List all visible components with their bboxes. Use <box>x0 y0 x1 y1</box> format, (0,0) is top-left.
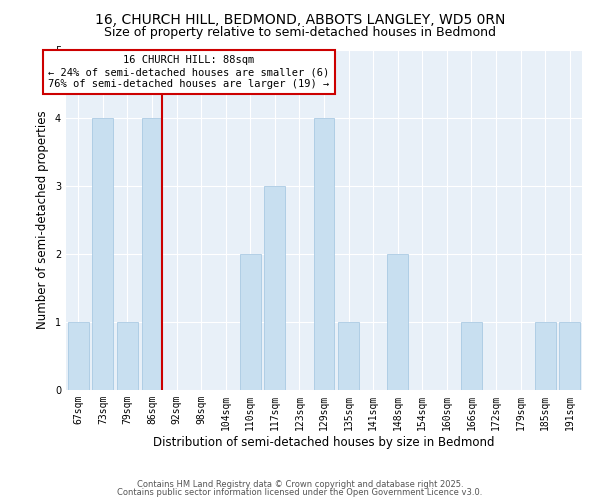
Text: 16, CHURCH HILL, BEDMOND, ABBOTS LANGLEY, WD5 0RN: 16, CHURCH HILL, BEDMOND, ABBOTS LANGLEY… <box>95 12 505 26</box>
Bar <box>117 322 138 390</box>
Text: Contains public sector information licensed under the Open Government Licence v3: Contains public sector information licen… <box>118 488 482 497</box>
Text: Size of property relative to semi-detached houses in Bedmond: Size of property relative to semi-detach… <box>104 26 496 39</box>
Text: Contains HM Land Registry data © Crown copyright and database right 2025.: Contains HM Land Registry data © Crown c… <box>137 480 463 489</box>
Text: 16 CHURCH HILL: 88sqm
← 24% of semi-detached houses are smaller (6)
76% of semi-: 16 CHURCH HILL: 88sqm ← 24% of semi-deta… <box>48 56 329 88</box>
X-axis label: Distribution of semi-detached houses by size in Bedmond: Distribution of semi-detached houses by … <box>153 436 495 448</box>
Y-axis label: Number of semi-detached properties: Number of semi-detached properties <box>37 110 49 330</box>
Bar <box>338 322 359 390</box>
Bar <box>559 322 580 390</box>
Bar <box>142 118 163 390</box>
Bar <box>240 254 261 390</box>
Bar <box>535 322 556 390</box>
Bar <box>387 254 408 390</box>
Bar <box>92 118 113 390</box>
Bar <box>68 322 89 390</box>
Bar <box>314 118 334 390</box>
Bar <box>461 322 482 390</box>
Bar <box>265 186 286 390</box>
